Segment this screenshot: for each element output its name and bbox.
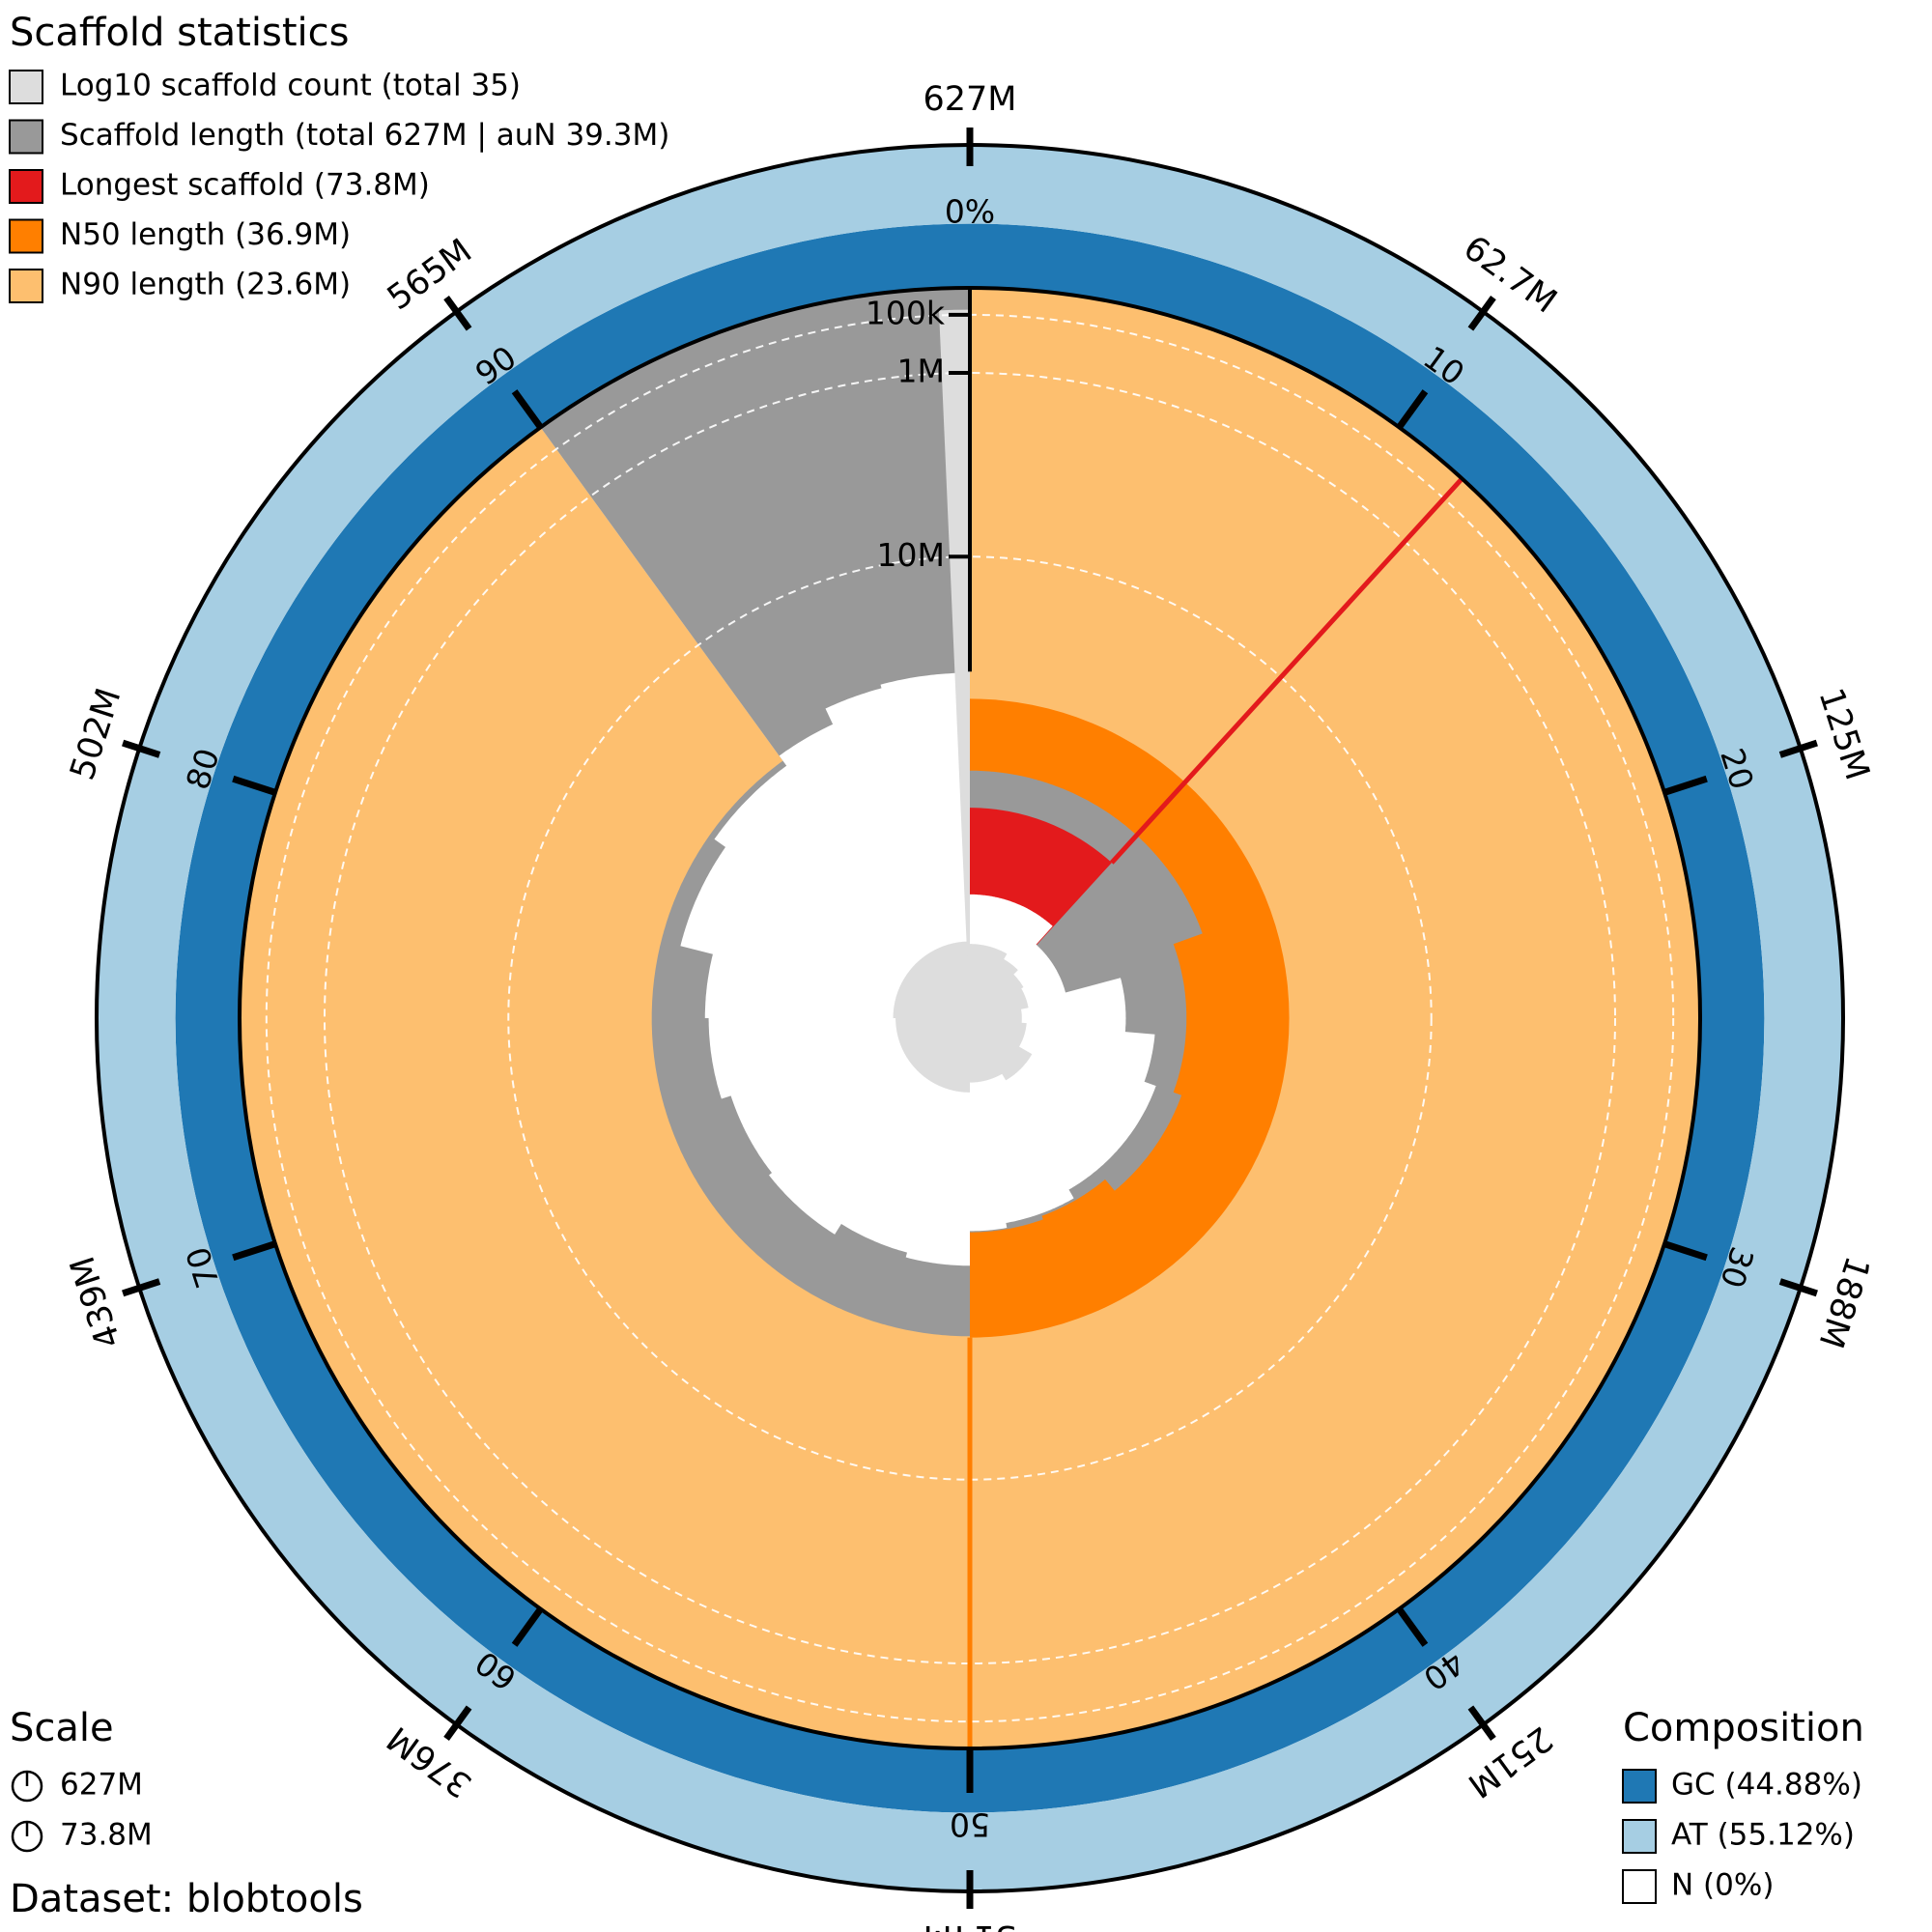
outer-tick [1778,739,1818,758]
outer-tick [122,739,161,758]
chart-title: Scaffold statistics [10,11,349,55]
radial-tick-label: 100k [866,294,946,331]
outer-tick-label: 125M [1810,684,1876,785]
percent-tick [232,775,277,796]
grid-circle [324,372,1616,1664]
scaffold-count-area [893,941,1033,1093]
outer-tick [443,1705,472,1741]
legend-label: N90 length (23.6M) [60,268,351,302]
legend-swatch [9,218,43,254]
scale-label: 627M [60,1768,143,1803]
percent-tick [1662,1240,1708,1262]
scale-label: 73.8M [60,1818,153,1853]
outer-tick [443,296,472,331]
percent-tick [1662,775,1708,796]
percent-tick [1396,389,1429,430]
legend-swatch [9,70,43,104]
outer-tick [1467,296,1496,331]
legend-label: Scaffold length (total 627M | auN 39.3M) [60,118,669,153]
percent-tick [1396,1606,1429,1647]
outer-tick-label: 188M [1810,1252,1876,1353]
legend-label: N (0%) [1671,1868,1774,1903]
composition-ring [97,145,1843,1891]
composition-title: Composition [1623,1706,1864,1750]
outer-tick [1778,1278,1818,1297]
legend-label: Log10 scaffold count (total 35) [60,69,521,103]
longest-line [1109,476,1464,865]
dataset-label: Dataset: blobtools [10,1877,363,1921]
outer-tick-label: 439M [64,1252,129,1353]
legend-swatch [9,119,43,155]
legend-swatch [9,269,43,303]
outer-tick-label: 627M [923,80,1016,119]
grid-circle [507,555,1433,1481]
outer-tick-label: 502M [64,684,129,785]
scaffold-count-sliver [939,309,970,1018]
percent-tick-label: 0% [945,193,995,231]
outer-tick [122,1278,161,1297]
radial-tick-label: 10M [877,536,945,574]
scale-title: Scale [10,1706,114,1750]
outer-tick [1467,1705,1496,1741]
percent-tick [511,1606,544,1647]
legend-label: GC (44.88%) [1671,1768,1862,1803]
legend-swatch [1622,1819,1657,1854]
outer-tick-label: 314M [923,1918,1016,1932]
percent-tick [232,1240,277,1262]
legend-swatch [1622,1869,1657,1904]
legend-swatch [1622,1769,1657,1804]
legend-label: N50 length (36.9M) [60,217,351,252]
legend-label: AT (55.12%) [1671,1818,1855,1853]
radial-tick-label: 1M [897,353,945,390]
legend-label: Longest scaffold (73.8M) [60,168,430,203]
percent-tick [511,389,544,430]
percent-tick-label: 50 [950,1806,990,1844]
legend-swatch [9,169,43,204]
